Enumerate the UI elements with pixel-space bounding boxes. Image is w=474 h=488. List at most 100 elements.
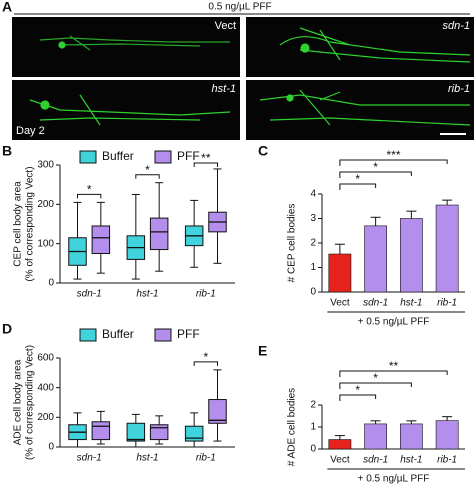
soma [58,41,66,49]
y-tick-label: 400 [37,382,54,393]
x-tick-label: rib-1 [196,453,216,464]
panel-letter: A [2,0,12,15]
y-axis-label: (% of corresponding Vect) [25,166,36,281]
significance-bracket [339,394,377,401]
bar [399,218,423,293]
neuron [279,27,471,63]
y-tick-label: 600 [37,353,54,364]
image-label: rib-1 [448,83,470,95]
significance-label: * [203,350,208,364]
micrograph [246,80,474,140]
significance-bracket [339,382,412,389]
panel-letter: C [258,143,268,159]
significance-label: * [355,383,360,397]
significance-bracket [193,162,218,167]
bar [435,204,459,293]
x-tick-label: Vect [330,298,350,309]
x-tick-label: Vect [330,455,350,466]
soma [40,100,50,110]
significance-bracket [339,370,448,377]
significance-label: ** [201,151,211,165]
x-tick-label: rib-1 [196,289,216,300]
box [208,399,227,424]
significance-bracket [339,171,412,178]
legend-label: Buffer [102,327,134,341]
legend-label: PFF [177,149,200,163]
y-tick-label: 2 [310,238,316,249]
y-axis-label: CEP cell body area [13,181,24,267]
x-axis-label: + 0.5 ng/µL PFF [358,474,430,485]
legend-swatch [79,328,97,342]
significance-bracket [77,193,102,199]
bar [364,423,388,450]
bar [399,423,423,450]
y-tick-label: 300 [37,160,54,171]
legend-label: Buffer [102,149,134,163]
panel-letter: E [258,343,267,359]
bar [328,439,352,450]
micrographs [12,17,474,140]
y-tick-label: 200 [37,412,54,423]
y-tick-label: 100 [37,238,54,249]
bar [328,253,352,293]
x-tick-label: sdn-1 [363,298,388,309]
legend-label: PFF [177,327,200,341]
significance-bracket [339,183,377,190]
significance-bracket [135,174,160,179]
significance-label: * [373,160,378,174]
box [91,421,111,441]
y-tick-label: 200 [37,199,54,210]
micrograph [246,17,474,77]
y-axis-label: # ADE cell bodies [287,388,298,466]
x-tick-label: sdn-1 [77,289,102,300]
y-tick-label: 3 [310,213,316,224]
y-axis-label: ADE cell body area [13,359,24,445]
significance-bracket [339,159,448,166]
x-tick-label: hst-1 [400,298,422,309]
x-tick-label: sdn-1 [77,453,102,464]
box [149,424,169,441]
x-tick-label: hst-1 [400,455,422,466]
y-tick-label: 0 [310,444,316,455]
legend-swatch [79,150,97,164]
y-tick-label: 4 [310,189,316,200]
panel-letter: B [2,143,12,159]
panel-title: 0.5 ng/µL PFF [208,2,271,13]
image-label: Day 2 [16,125,45,137]
x-tick-label: hst-1 [136,289,158,300]
soma [300,43,310,53]
x-tick-label: sdn-1 [363,455,388,466]
significance-label: * [87,183,92,197]
y-tick-label: 0 [48,278,54,289]
x-tick-label: rib-1 [437,455,457,466]
neuron [29,94,231,126]
box [126,422,146,442]
micrograph [12,17,240,77]
bar [364,225,388,293]
neuron [39,35,230,51]
panel-letter: D [2,321,12,337]
legend-swatch [154,150,172,164]
y-tick-label: 0 [48,442,54,453]
y-tick-label: 1 [310,262,316,273]
bar [435,420,459,450]
significance-label: ** [389,359,399,373]
y-tick-label: 2 [310,400,316,411]
significance-label: * [145,163,150,177]
image-label: Vect [215,20,236,32]
box [149,217,169,251]
significance-label: * [355,172,360,186]
image-label: hst-1 [212,83,236,95]
significance-label: *** [386,148,400,162]
box [184,425,204,442]
y-tick-label: 1 [310,422,316,433]
micrograph [12,80,240,140]
x-tick-label: rib-1 [437,298,457,309]
y-tick-label: 0 [310,287,316,298]
y-axis-label: # CEP cell bodies [287,204,298,283]
box [91,225,111,254]
x-axis-label: + 0.5 ng/µL PFF [358,317,430,328]
soma [286,94,294,102]
neuron [259,89,471,126]
